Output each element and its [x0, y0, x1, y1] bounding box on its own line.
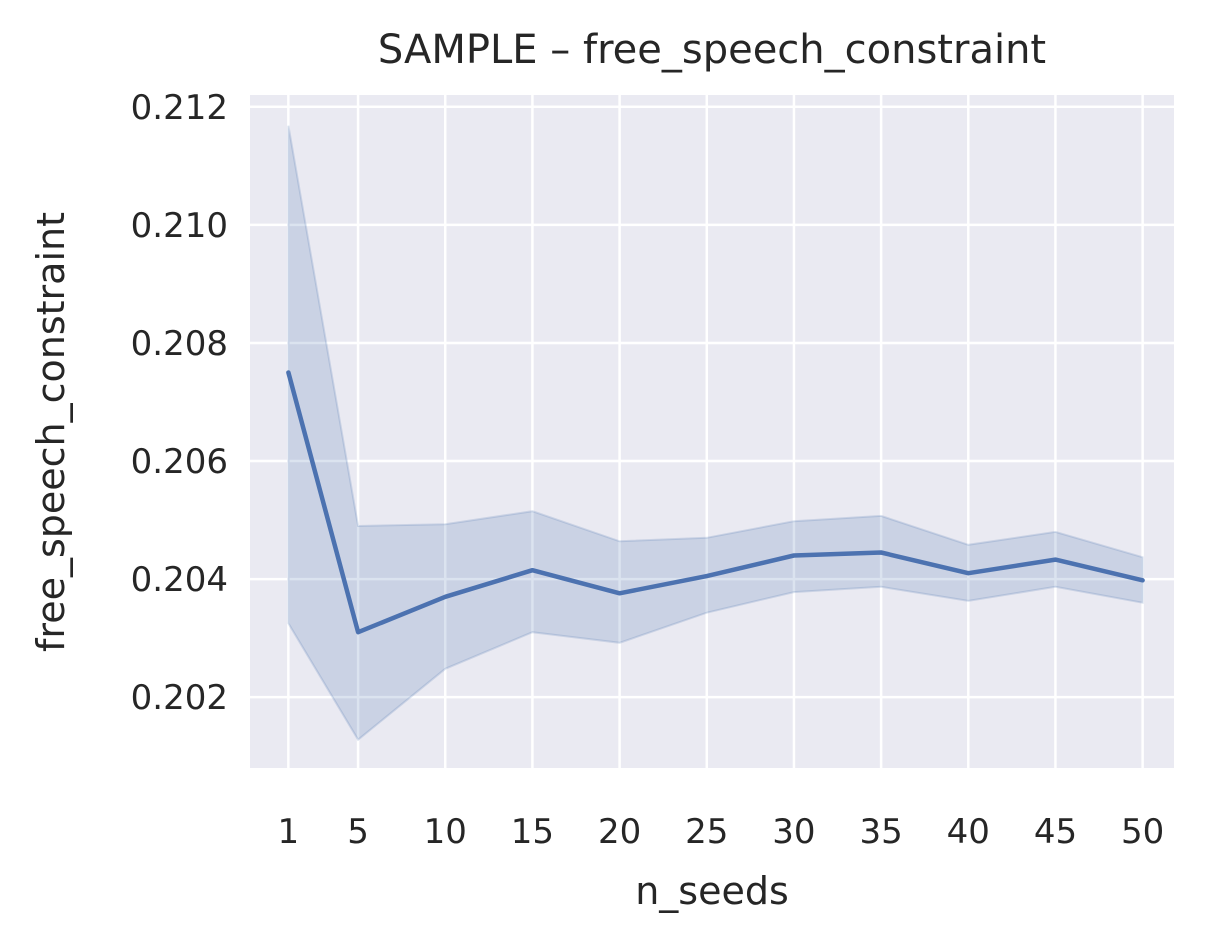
x-axis-label: n_seeds	[635, 869, 789, 913]
series-line-layer	[286, 370, 1145, 635]
x-tick-label: 15	[511, 812, 554, 852]
x-tick-label: 10	[424, 812, 467, 852]
grid-lines	[250, 95, 1174, 768]
x-tick-label: 40	[947, 812, 990, 852]
plot-area	[250, 95, 1174, 768]
y-tick-label: 0.210	[131, 206, 228, 246]
x-tick-label: 25	[685, 812, 728, 852]
x-tick-labels: 1 5 10 15 20 25 30 35 40 45 50	[278, 812, 1165, 852]
y-tick-label: 0.206	[131, 442, 228, 482]
confidence-band-layer	[287, 125, 1144, 742]
y-tick-label: 0.204	[131, 560, 228, 600]
x-tick-label: 1	[278, 812, 300, 852]
y-tick-label: 0.212	[131, 88, 228, 128]
x-tick-label: 5	[347, 812, 369, 852]
y-axis-label: free_speech_constraint	[29, 212, 73, 652]
x-tick-label: 50	[1121, 812, 1164, 852]
x-tick-label: 20	[598, 812, 641, 852]
y-tick-label: 0.208	[131, 324, 228, 364]
confidence-band	[287, 125, 1144, 742]
y-tick-label: 0.202	[131, 678, 228, 718]
x-tick-label: 30	[772, 812, 815, 852]
x-tick-label: 45	[1034, 812, 1077, 852]
x-tick-label: 35	[859, 812, 902, 852]
y-tick-labels: 0.202 0.204 0.206 0.208 0.210 0.212	[131, 88, 228, 718]
chart-title: SAMPLE – free_speech_constraint	[378, 27, 1046, 73]
